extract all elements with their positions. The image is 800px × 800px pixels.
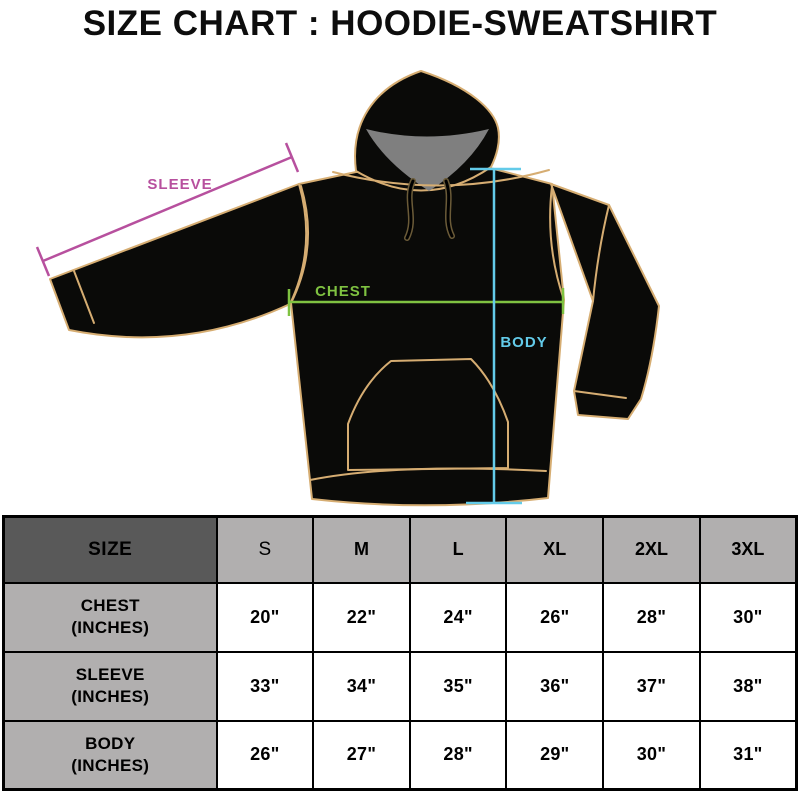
column-header-xl: XL <box>505 515 605 584</box>
cell-sleeve-xl: 36" <box>505 650 605 722</box>
body-measurement <box>466 167 522 505</box>
cell-body-2xl: 30" <box>602 719 701 791</box>
cell-body-m: 27" <box>312 719 411 791</box>
kangaroo-pocket-outline <box>347 358 509 471</box>
chest-measure-label: CHEST <box>315 283 371 300</box>
row-header-sleeve: SLEEVE (INCHES) <box>2 650 218 722</box>
cell-sleeve-m: 34" <box>312 650 411 722</box>
drawstrings <box>404 178 455 241</box>
cell-chest-l: 24" <box>408 581 508 653</box>
chest-measurement <box>287 288 565 316</box>
hood-lining <box>366 129 489 191</box>
cell-sleeve-l: 35" <box>408 650 508 722</box>
cell-sleeve-3xl: 38" <box>698 650 798 722</box>
cell-chest-2xl: 28" <box>602 581 701 653</box>
table-row-chest: CHEST (INCHES) 20" 22" 24" 26" 28" 30" <box>2 581 798 653</box>
armhole-seam-right <box>549 185 565 301</box>
row-header-chest-line1: CHEST <box>80 595 140 615</box>
sleeve-seam-right <box>592 204 610 302</box>
sleeve-measure-tick-start <box>35 246 51 277</box>
armhole-seam-left <box>290 185 310 304</box>
table-corner-size-label: SIZE <box>2 515 218 584</box>
drawstring-right <box>444 179 454 238</box>
row-header-sleeve-line1: SLEEVE <box>75 664 145 684</box>
hoodie-torso <box>290 167 565 507</box>
sleeve-measure-tick-end <box>284 142 300 173</box>
column-header-3xl: 3XL <box>698 515 798 584</box>
column-header-l: L <box>408 515 508 584</box>
drawstring-left <box>405 179 415 240</box>
row-header-body: BODY (INCHES) <box>2 719 218 791</box>
page-title: SIZE CHART : HOODIE-SWEATSHIRT <box>82 4 718 43</box>
column-header-m: M <box>312 515 411 584</box>
hoodie-sleeve-left <box>49 183 308 339</box>
table-row-sleeve: SLEEVE (INCHES) 33" 34" 35" 36" 37" 38" <box>2 650 798 722</box>
row-header-chest: CHEST (INCHES) <box>2 581 218 653</box>
cell-body-xl: 29" <box>505 719 605 791</box>
body-measure-label: BODY <box>500 334 547 351</box>
size-table-header-row: SIZE S M L XL 2XL 3XL <box>2 515 798 584</box>
cell-chest-3xl: 30" <box>698 581 798 653</box>
cell-sleeve-s: 33" <box>215 650 315 722</box>
sleeve-measurement <box>35 142 300 277</box>
hoodie-sleeve-right <box>550 183 660 420</box>
sleeve-measure-label: SLEEVE <box>147 176 212 193</box>
hoodie-illustration <box>49 70 660 507</box>
cell-chest-xl: 26" <box>505 581 605 653</box>
row-header-body-line1: BODY <box>85 733 136 753</box>
cell-body-3xl: 31" <box>698 719 798 791</box>
size-table: SIZE S M L XL 2XL 3XL CHEST (INCHES) 20"… <box>2 515 798 791</box>
cell-body-l: 28" <box>408 719 508 791</box>
row-header-sleeve-line2: (INCHES) <box>71 687 150 706</box>
cuff-line-right <box>573 390 627 399</box>
sleeve-measure-line <box>42 155 293 263</box>
column-header-s: S <box>215 515 315 584</box>
cell-body-s: 26" <box>215 719 315 791</box>
cell-chest-s: 20" <box>215 581 315 653</box>
row-header-body-line2: (INCHES) <box>71 755 150 775</box>
table-row-body: BODY (INCHES) 26" 27" 28" 29" 30" 31" <box>2 719 798 791</box>
cuff-line-left <box>73 270 95 324</box>
neckline-seam <box>332 169 550 187</box>
cell-chest-m: 22" <box>312 581 411 653</box>
column-header-2xl: 2XL <box>602 515 701 584</box>
cell-sleeve-2xl: 37" <box>602 650 701 722</box>
row-header-chest-line2: (INCHES) <box>71 618 150 637</box>
